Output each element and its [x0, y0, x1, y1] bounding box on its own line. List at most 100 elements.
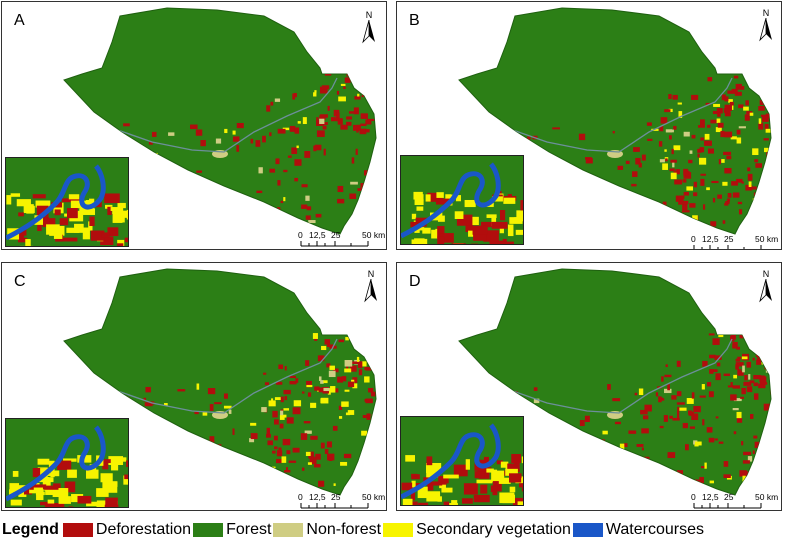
land-cover-patch: [540, 476, 548, 482]
land-cover-patch: [661, 489, 666, 495]
inset-patch: [443, 474, 459, 479]
land-cover-patch: [735, 83, 742, 90]
land-cover-patch: [675, 195, 684, 202]
land-cover-patch: [144, 402, 153, 407]
land-cover-patch: [318, 387, 324, 393]
land-cover-patch: [333, 483, 336, 486]
land-cover-patch: [314, 386, 320, 391]
land-cover-patch: [664, 149, 667, 152]
land-cover-patch: [337, 118, 343, 125]
land-cover-patch: [228, 409, 232, 414]
land-cover-patch: [266, 427, 271, 435]
land-cover-patch: [614, 456, 617, 462]
land-cover-patch: [736, 178, 743, 183]
land-cover-patch: [286, 467, 289, 472]
land-cover-patch: [286, 417, 294, 424]
inset-patch: [516, 210, 523, 222]
land-cover-patch: [658, 396, 662, 403]
inset-patch: [511, 453, 521, 464]
land-cover-patch: [375, 96, 376, 102]
land-cover-patch: [663, 497, 671, 504]
inset-patch: [100, 473, 113, 483]
land-cover-patch: [367, 462, 373, 466]
scale-label: 25: [724, 492, 734, 502]
land-cover-patch: [376, 482, 381, 487]
land-cover-patch: [515, 408, 520, 415]
inset-patch: [90, 230, 105, 241]
north-arrow: N: [759, 269, 773, 308]
land-cover-patch: [573, 475, 576, 482]
land-cover-patch: [337, 185, 344, 193]
legend-label: Secondary vegetation: [416, 521, 571, 538]
land-cover-patch: [762, 175, 768, 178]
land-cover-patch: [699, 395, 706, 398]
river-line: [76, 338, 338, 414]
inset-patch: [411, 213, 417, 220]
land-cover-patch: [232, 428, 235, 435]
land-cover-patch: [357, 347, 361, 352]
land-cover-patch: [727, 193, 732, 198]
land-cover-patch: [277, 180, 281, 186]
legend-title: Legend: [2, 521, 59, 538]
land-cover-patch: [280, 200, 284, 204]
region-map: [458, 7, 772, 235]
legend-item-secondary-vegetation: Secondary vegetation: [383, 521, 571, 539]
legend-item-forest: Forest: [193, 521, 271, 539]
land-cover-patch: [638, 388, 644, 396]
scale-label: 12,5: [309, 230, 326, 240]
land-cover-patch: [659, 159, 665, 163]
land-cover-patch: [301, 467, 305, 471]
land-cover-patch: [532, 412, 537, 419]
land-cover-patch: [310, 402, 317, 408]
inset-patch: [114, 457, 127, 462]
land-cover-patch: [736, 411, 742, 419]
land-cover-patch: [766, 108, 771, 111]
inset-patch: [107, 227, 119, 237]
land-cover-patch: [631, 183, 637, 187]
land-cover-patch: [764, 123, 769, 130]
land-cover-patch: [724, 167, 732, 174]
land-cover-patch: [573, 199, 580, 203]
land-cover-patch: [732, 192, 740, 198]
land-cover-patch: [360, 113, 368, 119]
inset-river: [401, 162, 501, 239]
land-cover-patch: [676, 360, 681, 367]
inset-patch: [454, 211, 464, 219]
inset-patch: [86, 469, 99, 479]
land-cover-patch: [343, 86, 346, 89]
land-cover-patch: [206, 450, 209, 453]
land-cover-patch: [370, 391, 376, 397]
inset-patch: [402, 498, 413, 505]
land-cover-patch: [702, 360, 708, 367]
land-cover-patch: [699, 147, 705, 153]
inset-patch: [509, 217, 523, 224]
inset-patch: [456, 214, 473, 226]
land-cover-patch: [710, 221, 717, 227]
land-cover-patch: [316, 130, 325, 137]
scale-label: 50 km: [362, 492, 386, 502]
inset-patch: [481, 221, 492, 228]
land-cover-patch: [633, 147, 640, 152]
land-cover-patch: [642, 200, 648, 207]
land-cover-patch: [717, 112, 721, 117]
inset-patch: [116, 243, 124, 246]
land-cover-patch: [741, 181, 744, 184]
land-cover-patch: [736, 137, 742, 144]
inset-patch: [9, 483, 20, 493]
land-cover-patch: [272, 410, 278, 418]
land-cover-patch: [292, 447, 300, 453]
land-cover-patch: [681, 210, 690, 213]
land-cover-patch: [673, 145, 681, 151]
inset-patch: [437, 226, 445, 238]
land-cover-patch: [738, 126, 746, 129]
land-cover-patch: [763, 138, 769, 141]
land-cover-patch: [340, 124, 348, 130]
land-cover-patch: [659, 425, 664, 429]
land-cover-patch: [301, 391, 305, 394]
land-cover-patch: [365, 129, 370, 133]
land-cover-patch: [743, 451, 752, 456]
inset-patch: [124, 474, 128, 480]
land-cover-patch: [371, 482, 376, 486]
land-cover-patch: [714, 438, 718, 441]
land-cover-patch: [347, 381, 355, 388]
